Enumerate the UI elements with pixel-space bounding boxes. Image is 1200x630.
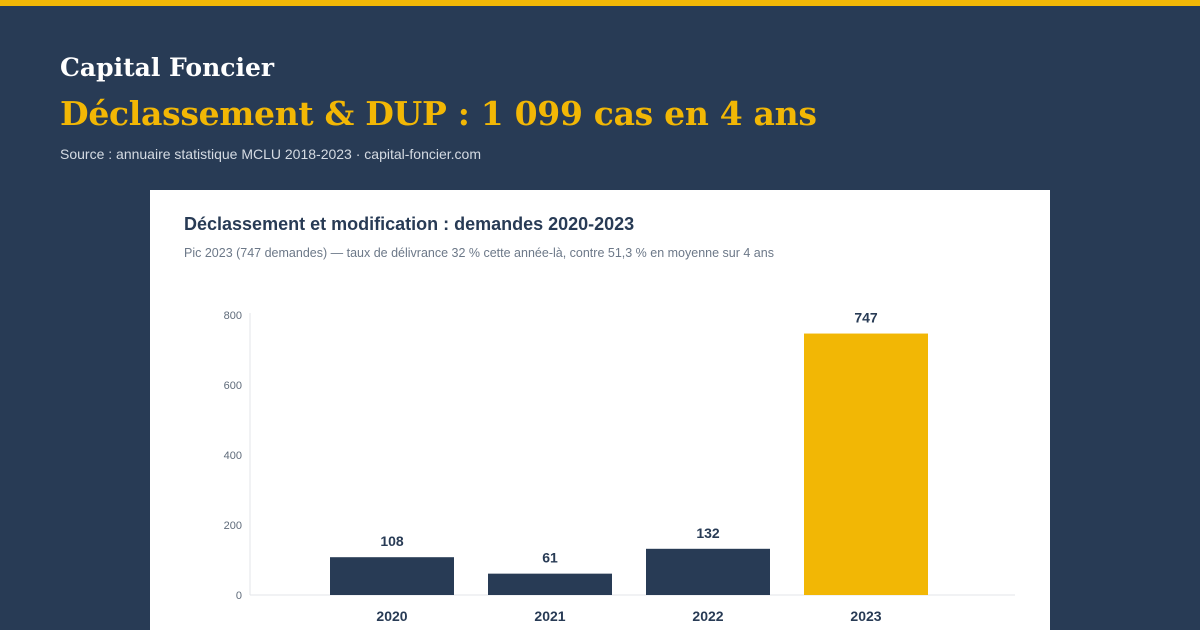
- value-label-2023: 747: [854, 310, 878, 326]
- value-label-2022: 132: [696, 525, 720, 541]
- y-tick-label: 200: [224, 520, 242, 532]
- category-label-2021: 2021: [534, 608, 565, 624]
- source-line: Source : annuaire statistique MCLU 2018-…: [60, 146, 481, 162]
- top-accent-bar: [0, 0, 1200, 6]
- y-tick-label: 800: [224, 310, 242, 322]
- bar-2020: [330, 557, 454, 595]
- value-label-2021: 61: [542, 550, 558, 566]
- category-label-2020: 2020: [376, 608, 407, 624]
- bar-chart: 0 200 400 600 800 108 2020 61 2021 132 2022 747 2023: [224, 310, 1015, 624]
- category-label-2023: 2023: [850, 608, 881, 624]
- y-tick-label: 0: [236, 590, 242, 602]
- brand-name: Capital Foncier: [60, 53, 275, 82]
- y-tick-label: 600: [224, 380, 242, 392]
- y-tick-label: 400: [224, 450, 242, 462]
- value-label-2020: 108: [380, 533, 404, 549]
- chart-card: Déclassement et modification : demandes …: [150, 190, 1050, 630]
- headline: Déclassement & DUP : 1 099 cas en 4 ans: [60, 94, 817, 133]
- chart-title: Déclassement et modification : demandes …: [184, 214, 635, 234]
- category-label-2022: 2022: [692, 608, 723, 624]
- bar-2021: [488, 573, 612, 595]
- chart-subtitle: Pic 2023 (747 demandes) — taux de délivr…: [184, 246, 774, 260]
- bar-2022: [646, 548, 770, 595]
- bar-2023: [804, 333, 928, 595]
